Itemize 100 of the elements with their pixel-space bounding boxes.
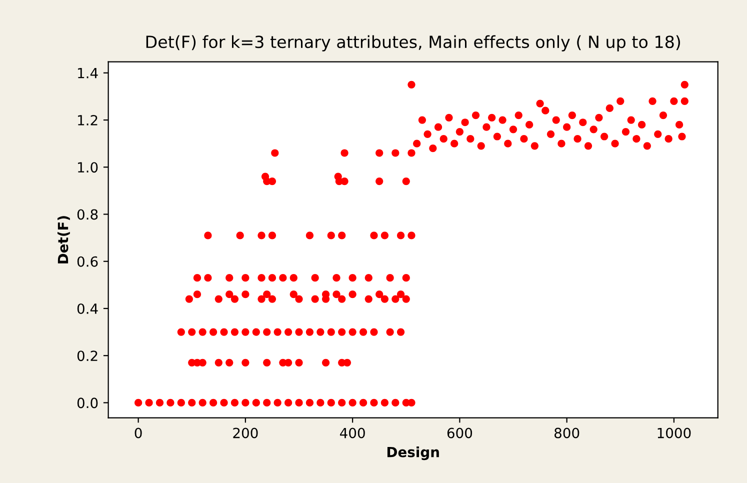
point xyxy=(606,104,614,112)
point xyxy=(338,232,346,240)
point xyxy=(316,398,324,407)
point xyxy=(295,358,303,366)
point xyxy=(392,295,400,303)
point xyxy=(558,140,566,148)
point xyxy=(284,398,292,407)
point xyxy=(600,132,608,140)
point xyxy=(396,232,405,240)
point xyxy=(584,142,592,150)
point xyxy=(579,118,587,126)
point xyxy=(536,100,544,108)
point xyxy=(268,232,276,240)
point xyxy=(413,140,421,148)
point xyxy=(204,232,212,240)
point xyxy=(450,140,458,148)
point xyxy=(230,398,239,407)
x-tick-label: 600 xyxy=(447,428,472,438)
x-tick-label: 400 xyxy=(340,428,365,438)
point xyxy=(434,123,442,131)
point xyxy=(271,149,279,157)
point xyxy=(680,80,688,88)
point xyxy=(338,328,346,336)
x-tick-label: 800 xyxy=(554,428,580,438)
point xyxy=(348,274,356,282)
point xyxy=(334,172,342,180)
point xyxy=(198,328,206,336)
point xyxy=(386,328,394,336)
point xyxy=(198,358,206,366)
point xyxy=(616,97,624,105)
point xyxy=(402,295,410,303)
point xyxy=(242,358,250,366)
point xyxy=(402,274,410,282)
point xyxy=(214,358,222,366)
point xyxy=(418,116,426,124)
point xyxy=(466,135,474,143)
point xyxy=(408,398,416,407)
point xyxy=(226,274,234,282)
point xyxy=(338,398,346,407)
y-tick-label: 1.4 xyxy=(78,68,98,78)
point xyxy=(311,274,319,282)
point xyxy=(327,232,335,240)
point xyxy=(396,290,405,298)
point xyxy=(274,328,282,336)
point xyxy=(242,274,250,282)
point xyxy=(638,120,646,129)
point xyxy=(209,328,218,336)
point xyxy=(338,295,346,303)
x-tick-label: 200 xyxy=(233,428,258,438)
point xyxy=(402,177,410,186)
point xyxy=(332,274,340,282)
point xyxy=(193,274,202,282)
point xyxy=(595,114,603,122)
point xyxy=(284,328,292,336)
point xyxy=(654,130,662,138)
point xyxy=(396,328,405,336)
point xyxy=(622,128,630,136)
point xyxy=(380,295,389,303)
y-tick-label: 1.0 xyxy=(78,162,98,173)
point xyxy=(359,398,368,407)
point xyxy=(440,135,448,143)
point xyxy=(242,328,250,336)
point xyxy=(590,126,598,134)
point xyxy=(563,123,571,131)
point xyxy=(236,232,244,240)
point xyxy=(290,274,298,282)
point xyxy=(370,328,378,336)
point xyxy=(220,398,228,407)
point xyxy=(156,398,164,407)
point xyxy=(574,135,582,143)
point xyxy=(546,130,555,138)
x-axis-title: Design xyxy=(387,446,439,460)
point xyxy=(659,112,668,120)
point xyxy=(680,97,688,105)
point xyxy=(290,290,298,298)
y-tick-label: 0.2 xyxy=(77,350,98,362)
point xyxy=(226,290,234,298)
point xyxy=(268,295,276,303)
point xyxy=(332,290,340,298)
point xyxy=(306,232,314,240)
point xyxy=(348,290,356,298)
point xyxy=(274,398,282,407)
point xyxy=(327,398,335,407)
point xyxy=(392,149,400,157)
point xyxy=(263,398,271,407)
x-tick-label: 1000 xyxy=(658,428,691,438)
point xyxy=(493,132,501,140)
point xyxy=(530,142,538,150)
point xyxy=(177,398,185,407)
point xyxy=(380,232,389,240)
point xyxy=(632,135,640,143)
point xyxy=(340,177,348,186)
point xyxy=(188,398,196,407)
y-tick-label: 0.6 xyxy=(77,256,98,267)
point xyxy=(370,398,378,407)
point xyxy=(252,398,260,407)
point xyxy=(306,328,314,336)
point xyxy=(340,149,348,157)
point xyxy=(552,116,560,124)
point xyxy=(348,398,356,407)
